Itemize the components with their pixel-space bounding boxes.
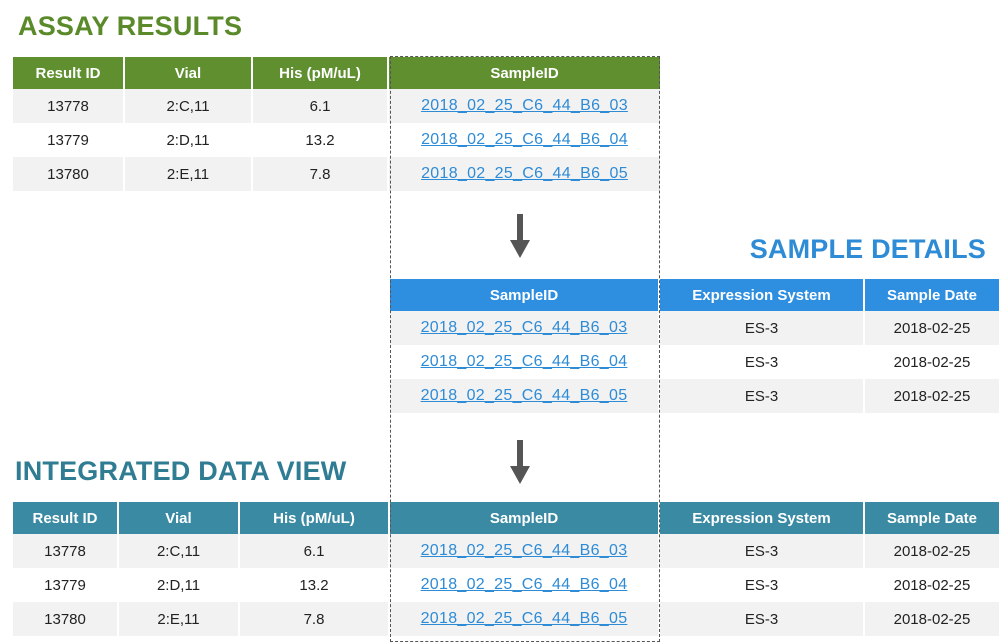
col-header-sampleid: SampleID	[389, 57, 660, 89]
assay-results-title: ASSAY RESULTS	[18, 11, 243, 41]
table-header-row: Result ID Vial His (pM/uL) SampleID Expr…	[13, 502, 999, 534]
col-header-expression-system: Expression System	[660, 502, 865, 534]
cell-sampleid: 2018_02_25_C6_44_B6_04	[390, 568, 660, 602]
cell-sample-date: 2018-02-25	[865, 534, 999, 568]
table-header-row: SampleID Expression System Sample Date	[390, 279, 999, 311]
table-row: 2018_02_25_C6_44_B6_03 ES-3 2018-02-25	[390, 311, 999, 345]
table-row: 13780 2:E,11 7.8 2018_02_25_C6_44_B6_05 …	[13, 602, 999, 636]
col-header-result-id: Result ID	[13, 502, 119, 534]
cell-sampleid: 2018_02_25_C6_44_B6_03	[389, 89, 660, 123]
table-row: 2018_02_25_C6_44_B6_05 ES-3 2018-02-25	[390, 379, 999, 413]
sampleid-link[interactable]: 2018_02_25_C6_44_B6_03	[421, 97, 628, 114]
cell-sampleid: 2018_02_25_C6_44_B6_04	[389, 123, 660, 157]
sampleid-link[interactable]: 2018_02_25_C6_44_B6_05	[421, 165, 628, 182]
cell-vial: 2:C,11	[119, 534, 240, 568]
cell-sampleid: 2018_02_25_C6_44_B6_05	[390, 379, 660, 413]
cell-vial: 2:D,11	[119, 568, 240, 602]
col-header-sampleid: SampleID	[390, 279, 660, 311]
cell-vial: 2:E,11	[125, 157, 253, 191]
cell-his: 13.2	[253, 123, 389, 157]
cell-vial: 2:E,11	[119, 602, 240, 636]
col-header-expression-system: Expression System	[660, 279, 865, 311]
cell-vial: 2:C,11	[125, 89, 253, 123]
cell-sampleid: 2018_02_25_C6_44_B6_03	[390, 311, 660, 345]
table-row: 13780 2:E,11 7.8 2018_02_25_C6_44_B6_05	[13, 157, 660, 191]
cell-result-id: 13779	[13, 568, 119, 602]
sampleid-link[interactable]: 2018_02_25_C6_44_B6_03	[420, 542, 628, 559]
table-row: 13778 2:C,11 6.1 2018_02_25_C6_44_B6_03	[13, 89, 660, 123]
cell-expression-system: ES-3	[660, 345, 865, 379]
cell-expression-system: ES-3	[660, 379, 865, 413]
cell-expression-system: ES-3	[660, 568, 865, 602]
table-row: 13779 2:D,11 13.2 2018_02_25_C6_44_B6_04	[13, 123, 660, 157]
cell-his: 7.8	[240, 602, 390, 636]
cell-result-id: 13778	[13, 534, 119, 568]
cell-vial: 2:D,11	[125, 123, 253, 157]
cell-result-id: 13780	[13, 157, 125, 191]
col-header-sample-date: Sample Date	[865, 279, 999, 311]
cell-his: 6.1	[240, 534, 390, 568]
col-header-sample-date: Sample Date	[865, 502, 999, 534]
cell-his: 13.2	[240, 568, 390, 602]
cell-expression-system: ES-3	[660, 311, 865, 345]
integrated-data-table: Result ID Vial His (pM/uL) SampleID Expr…	[13, 502, 999, 636]
cell-sampleid: 2018_02_25_C6_44_B6_05	[390, 602, 660, 636]
cell-expression-system: ES-3	[660, 534, 865, 568]
cell-result-id: 13779	[13, 123, 125, 157]
col-header-sampleid: SampleID	[390, 502, 660, 534]
cell-result-id: 13780	[13, 602, 119, 636]
cell-expression-system: ES-3	[660, 602, 865, 636]
arrow-down-icon	[510, 214, 530, 258]
col-header-vial: Vial	[125, 57, 253, 89]
cell-sample-date: 2018-02-25	[865, 568, 999, 602]
table-row: 13779 2:D,11 13.2 2018_02_25_C6_44_B6_04…	[13, 568, 999, 602]
sampleid-link[interactable]: 2018_02_25_C6_44_B6_04	[421, 131, 628, 148]
table-row: 13778 2:C,11 6.1 2018_02_25_C6_44_B6_03 …	[13, 534, 999, 568]
col-header-vial: Vial	[119, 502, 240, 534]
cell-his: 7.8	[253, 157, 389, 191]
sampleid-link[interactable]: 2018_02_25_C6_44_B6_04	[420, 353, 628, 370]
sampleid-link[interactable]: 2018_02_25_C6_44_B6_05	[420, 610, 628, 627]
cell-sample-date: 2018-02-25	[865, 345, 999, 379]
cell-sample-date: 2018-02-25	[865, 379, 999, 413]
cell-result-id: 13778	[13, 89, 125, 123]
sample-details-title: SAMPLE DETAILS	[749, 234, 986, 264]
cell-sampleid: 2018_02_25_C6_44_B6_03	[390, 534, 660, 568]
sampleid-link[interactable]: 2018_02_25_C6_44_B6_04	[420, 576, 628, 593]
table-row: 2018_02_25_C6_44_B6_04 ES-3 2018-02-25	[390, 345, 999, 379]
integrated-view-title: INTEGRATED DATA VIEW	[15, 456, 347, 486]
arrow-down-icon	[510, 440, 530, 484]
sampleid-link[interactable]: 2018_02_25_C6_44_B6_05	[420, 387, 628, 404]
sampleid-link[interactable]: 2018_02_25_C6_44_B6_03	[420, 319, 628, 336]
col-header-his: His (pM/uL)	[240, 502, 390, 534]
cell-sampleid: 2018_02_25_C6_44_B6_04	[390, 345, 660, 379]
cell-sample-date: 2018-02-25	[865, 311, 999, 345]
cell-sample-date: 2018-02-25	[865, 602, 999, 636]
table-header-row: Result ID Vial His (pM/uL) SampleID	[13, 57, 660, 89]
col-header-his: His (pM/uL)	[253, 57, 389, 89]
cell-his: 6.1	[253, 89, 389, 123]
cell-sampleid: 2018_02_25_C6_44_B6_05	[389, 157, 660, 191]
sample-details-table: SampleID Expression System Sample Date 2…	[390, 279, 999, 413]
assay-results-table: Result ID Vial His (pM/uL) SampleID 1377…	[13, 57, 660, 191]
col-header-result-id: Result ID	[13, 57, 125, 89]
